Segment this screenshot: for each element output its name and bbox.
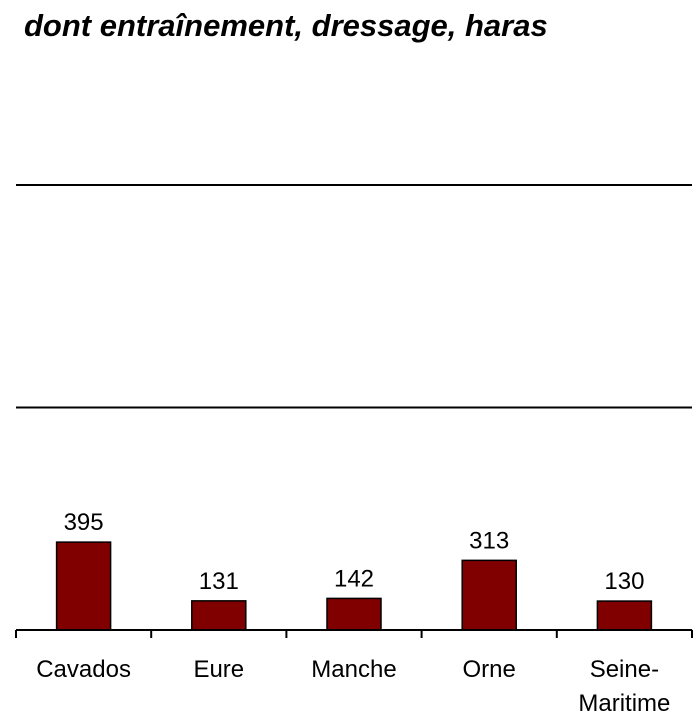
gridlines xyxy=(16,184,692,409)
value-label: 313 xyxy=(469,527,509,554)
category-labels: Cavados Eure Manche Orne Seine- Maritime xyxy=(36,656,670,717)
value-label: 131 xyxy=(199,568,239,595)
value-label: 142 xyxy=(334,565,374,592)
bar xyxy=(326,597,382,631)
value-labels: 395 131 142 313 130 xyxy=(64,509,645,595)
value-label: 130 xyxy=(604,568,644,595)
category-label: Eure xyxy=(193,656,244,683)
value-label: 395 xyxy=(64,509,104,536)
bar xyxy=(461,559,517,631)
category-label: Seine- xyxy=(590,656,659,683)
x-axis xyxy=(15,629,693,638)
bar xyxy=(596,600,653,631)
bar xyxy=(55,541,112,631)
bar xyxy=(191,600,247,631)
category-label: Manche xyxy=(311,656,396,683)
category-label: Orne xyxy=(463,656,516,683)
chart-title: dont entraînement, dressage, haras xyxy=(24,8,548,43)
category-label: Cavados xyxy=(36,656,131,683)
bars xyxy=(55,541,653,631)
category-label: Maritime xyxy=(578,690,670,717)
